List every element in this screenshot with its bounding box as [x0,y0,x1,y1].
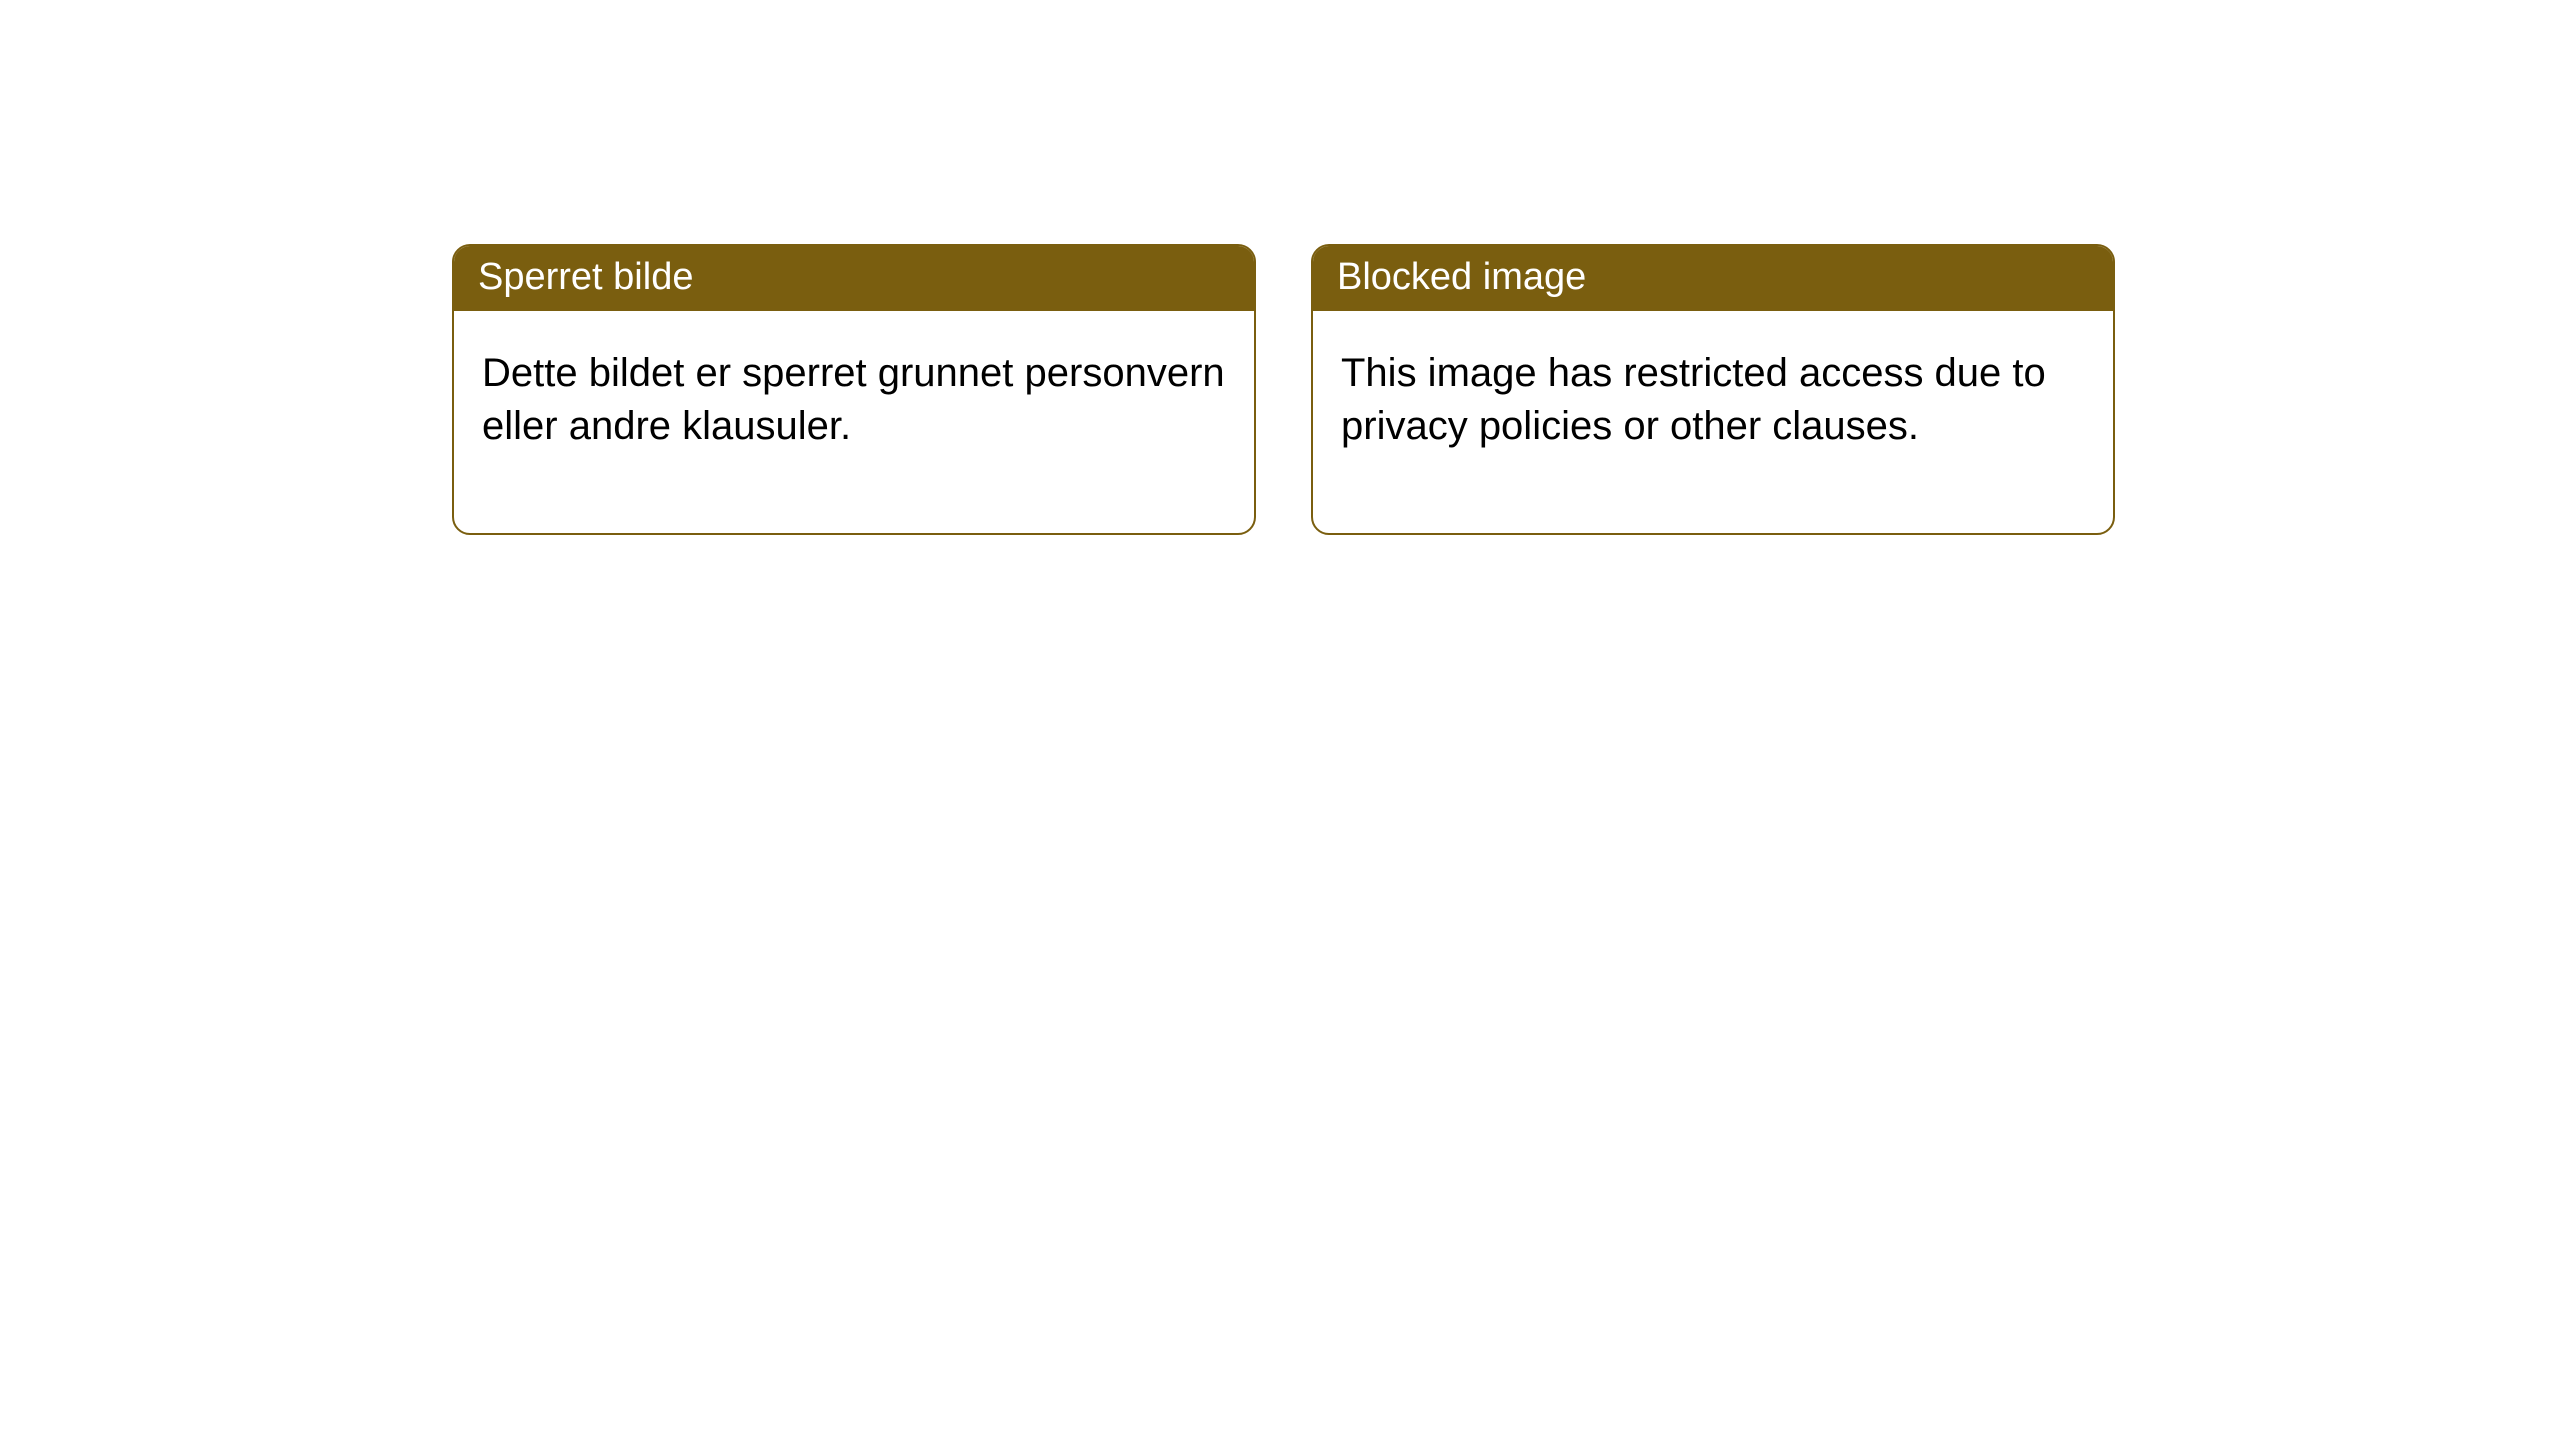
card-header: Blocked image [1313,246,2113,311]
card-body: This image has restricted access due to … [1313,311,2113,533]
notice-cards-container: Sperret bilde Dette bildet er sperret gr… [452,244,2115,535]
card-body-text: Dette bildet er sperret grunnet personve… [482,351,1225,448]
notice-card-english: Blocked image This image has restricted … [1311,244,2115,535]
card-title: Blocked image [1337,256,1586,298]
card-title: Sperret bilde [478,256,693,298]
card-body-text: This image has restricted access due to … [1341,351,2046,448]
card-body: Dette bildet er sperret grunnet personve… [454,311,1254,533]
card-header: Sperret bilde [454,246,1254,311]
notice-card-norwegian: Sperret bilde Dette bildet er sperret gr… [452,244,1256,535]
